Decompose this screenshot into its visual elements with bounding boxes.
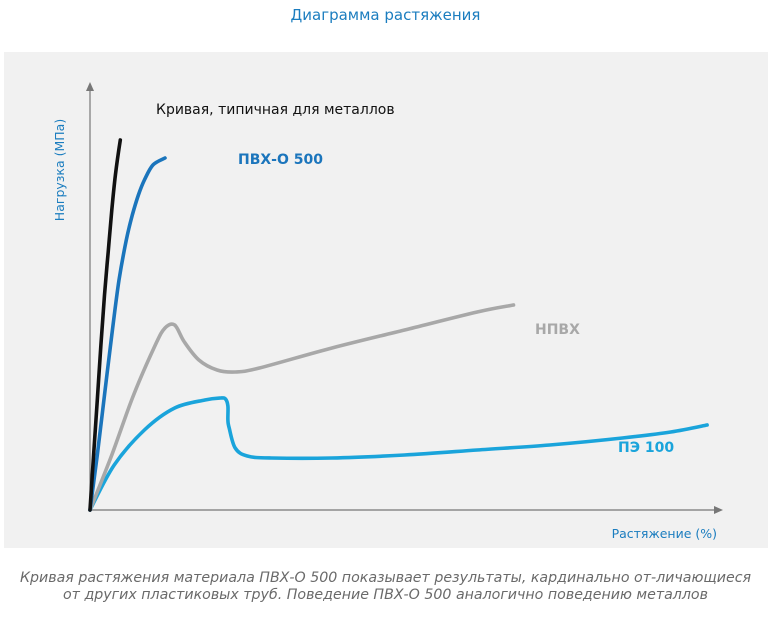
series-line-0: [88, 138, 123, 512]
series-labels: Кривая, типичная для металлов ПВХ-О 500 НП…: [156, 102, 674, 456]
series-label-0: Кривая, типичная для металлов: [156, 102, 395, 118]
chart-panel: Растяжение (%) Нагрузка (МПа) Кривая, тип…: [4, 52, 768, 548]
stress-strain-chart: Растяжение (%) Нагрузка (МПа) Кривая, тип…: [52, 82, 723, 541]
chart-title: Диаграмма растяжения: [290, 6, 481, 24]
series-lines: [88, 138, 709, 512]
x-axis-arrow-icon: [714, 506, 723, 514]
series-label-1: ПВХ-О 500: [238, 152, 323, 168]
y-axis-label: Нагрузка (МПа): [52, 119, 67, 221]
series-label-2: НПВХ: [535, 322, 580, 338]
series-line-1: [88, 156, 167, 512]
chart-axes: Растяжение (%) Нагрузка (МПа): [52, 82, 723, 541]
series-label-3: ПЭ 100: [618, 440, 674, 456]
series-line-3: [88, 396, 709, 512]
x-axis-label: Растяжение (%): [612, 526, 717, 541]
figure-caption: Кривая растяжения материала ПВХ-О 500 по…: [19, 570, 752, 603]
series-line-2: [88, 303, 516, 512]
y-axis-arrow-icon: [86, 82, 94, 91]
